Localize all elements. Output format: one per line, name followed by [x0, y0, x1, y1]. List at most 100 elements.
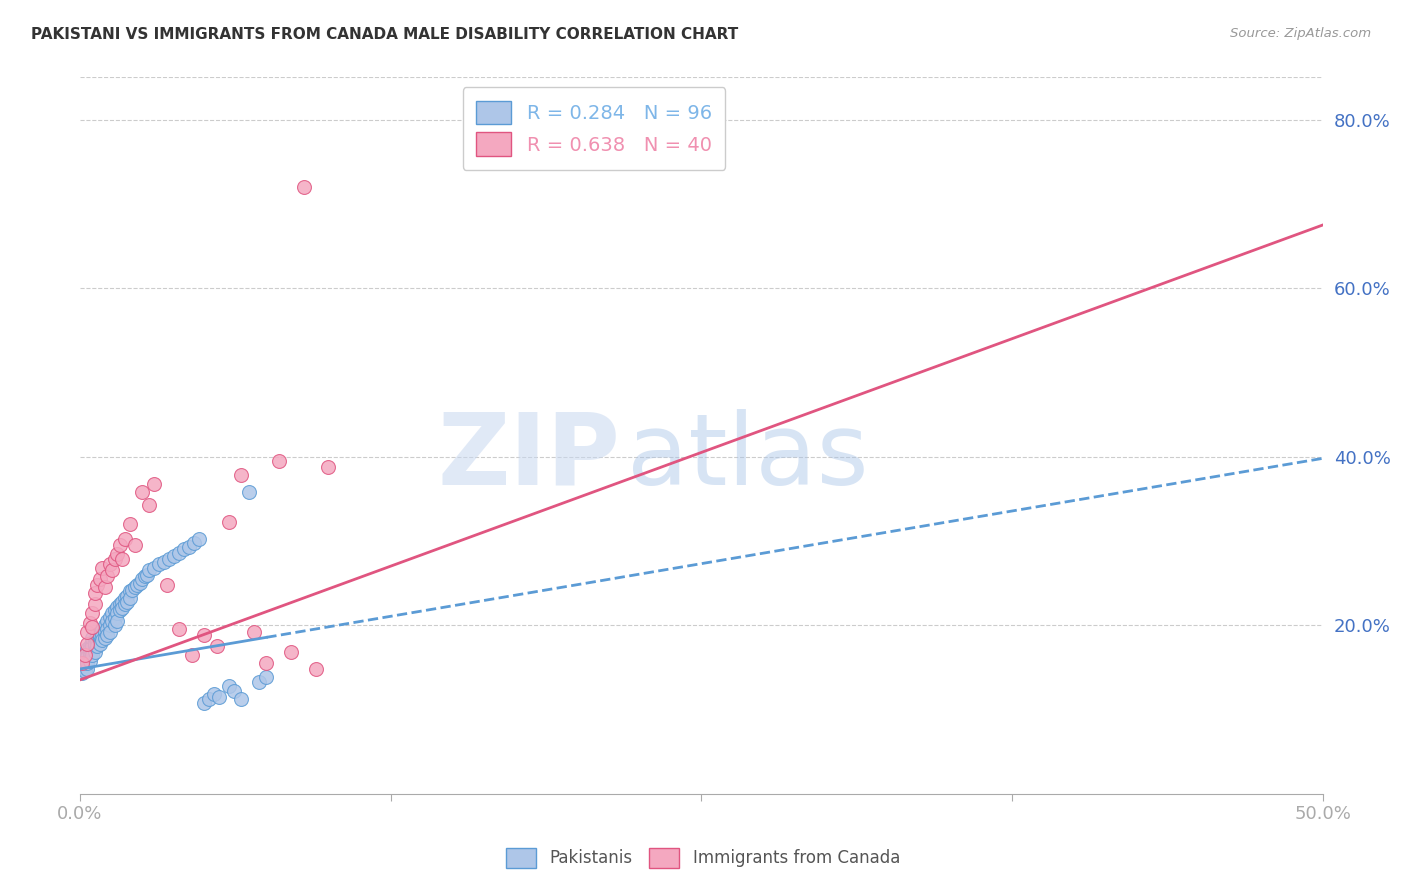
Point: [157, 552, 180, 566]
Point: [198, 692, 221, 706]
Point: [89, 631, 111, 645]
Point: [89, 624, 111, 639]
Point: [86, 577, 108, 591]
Point: [108, 603, 131, 617]
Point: [118, 591, 141, 606]
Point: [76, 656, 98, 670]
Point: [218, 679, 240, 693]
Point: [114, 591, 136, 606]
Point: [121, 582, 143, 597]
Point: [96, 628, 118, 642]
Point: [111, 552, 134, 566]
Point: [138, 499, 160, 513]
Point: [108, 538, 131, 552]
Point: [86, 639, 108, 653]
Point: [104, 552, 127, 566]
Point: [231, 468, 253, 483]
Point: [72, 662, 94, 676]
Text: ZIP: ZIP: [437, 409, 620, 506]
Point: [231, 692, 253, 706]
Point: [91, 628, 114, 642]
Point: [89, 637, 111, 651]
Point: [267, 454, 290, 468]
Point: [148, 558, 170, 572]
Point: [72, 656, 94, 670]
Point: [86, 635, 108, 649]
Point: [104, 603, 127, 617]
Point: [76, 648, 98, 662]
Point: [111, 594, 134, 608]
Point: [79, 648, 101, 662]
Point: [79, 616, 101, 631]
Point: [96, 569, 118, 583]
Point: [91, 623, 114, 637]
Point: [143, 476, 166, 491]
Point: [73, 658, 96, 673]
Point: [115, 594, 138, 608]
Point: [82, 606, 104, 620]
Point: [153, 555, 176, 569]
Point: [128, 576, 150, 591]
Point: [79, 639, 101, 653]
Point: [118, 516, 141, 531]
Text: atlas: atlas: [627, 409, 869, 506]
Point: [131, 572, 153, 586]
Point: [83, 639, 105, 653]
Point: [173, 542, 195, 557]
Point: [76, 654, 98, 668]
Text: Source: ZipAtlas.com: Source: ZipAtlas.com: [1230, 27, 1371, 40]
Point: [105, 606, 128, 620]
Point: [125, 577, 148, 591]
Point: [73, 650, 96, 665]
Point: [111, 601, 134, 615]
Point: [138, 563, 160, 577]
Point: [131, 485, 153, 500]
Point: [254, 656, 277, 670]
Point: [79, 645, 101, 659]
Point: [83, 586, 105, 600]
Point: [82, 643, 104, 657]
Point: [105, 614, 128, 628]
Point: [156, 577, 179, 591]
Point: [82, 635, 104, 649]
Point: [86, 631, 108, 645]
Point: [83, 645, 105, 659]
Point: [305, 662, 328, 676]
Point: [89, 628, 111, 642]
Point: [292, 180, 315, 194]
Point: [76, 662, 98, 676]
Point: [76, 650, 98, 665]
Point: [179, 540, 201, 554]
Point: [104, 611, 127, 625]
Point: [79, 654, 101, 668]
Legend: R = 0.284   N = 96, R = 0.638   N = 40: R = 0.284 N = 96, R = 0.638 N = 40: [463, 87, 725, 169]
Point: [96, 623, 118, 637]
Point: [73, 654, 96, 668]
Point: [169, 623, 191, 637]
Point: [82, 648, 104, 662]
Point: [93, 624, 115, 639]
Point: [101, 606, 124, 620]
Point: [254, 670, 277, 684]
Point: [238, 485, 260, 500]
Point: [73, 665, 96, 679]
Point: [222, 684, 245, 698]
Point: [280, 645, 302, 659]
Point: [96, 614, 118, 628]
Point: [98, 618, 121, 632]
Point: [79, 641, 101, 656]
Point: [93, 580, 115, 594]
Point: [118, 584, 141, 599]
Point: [82, 620, 104, 634]
Point: [243, 624, 266, 639]
Point: [114, 597, 136, 611]
Point: [105, 547, 128, 561]
Point: [73, 656, 96, 670]
Point: [143, 561, 166, 575]
Point: [114, 532, 136, 546]
Point: [180, 648, 202, 662]
Point: [205, 639, 228, 653]
Point: [169, 546, 191, 560]
Point: [98, 558, 121, 572]
Point: [76, 641, 98, 656]
